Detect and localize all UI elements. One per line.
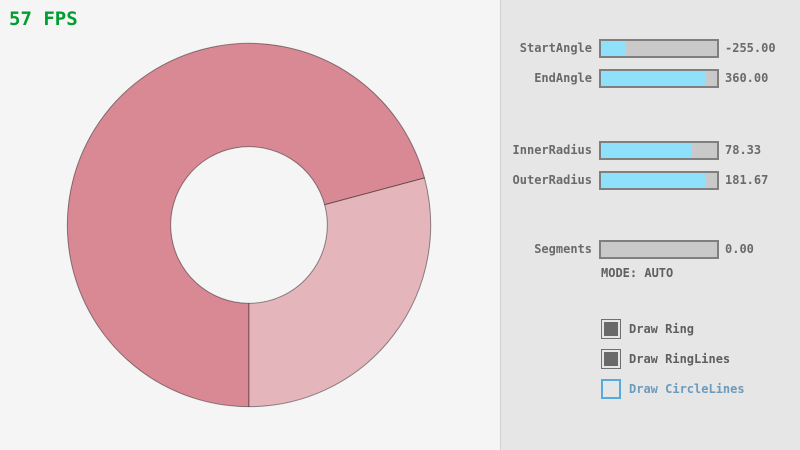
checkbox-row-draw-circlelines: Draw CircleLines: [501, 379, 800, 399]
checkmark: [604, 352, 618, 366]
outer-radius-value: 181.67: [725, 173, 769, 187]
slider-fill: [601, 173, 707, 188]
slider-row-end-angle: EndAngle 360.00: [501, 69, 800, 88]
checkbox-row-draw-ringlines: Draw RingLines: [501, 349, 800, 369]
inner-radius-slider[interactable]: [599, 141, 719, 160]
slider-fill: [601, 41, 627, 56]
segments-value: 0.00: [725, 242, 754, 256]
segments-label: Segments: [534, 242, 592, 256]
slider-row-outer-radius: OuterRadius 181.67: [501, 171, 800, 190]
slider-row-inner-radius: InnerRadius 78.33: [501, 141, 800, 160]
ring-overlap-sector: [66, 42, 426, 408]
draw-ring-label: Draw Ring: [629, 322, 695, 336]
draw-circlelines-label: Draw CircleLines: [629, 382, 745, 396]
slider-fill: [601, 143, 692, 158]
checkbox-row-draw-ring: Draw Ring: [501, 319, 800, 339]
mode-label: MODE: AUTO: [601, 266, 674, 280]
draw-circlelines-checkbox[interactable]: [601, 379, 621, 399]
start-angle-value: -255.00: [725, 41, 776, 55]
control-panel: StartAngle -255.00 EndAngle 360.00 Inner…: [500, 0, 800, 450]
fps-counter: 57 FPS: [9, 8, 78, 30]
start-angle-label: StartAngle: [519, 41, 592, 55]
inner-radius-label: InnerRadius: [512, 143, 592, 157]
outer-radius-label: OuterRadius: [512, 173, 592, 187]
segments-slider[interactable]: [599, 240, 719, 259]
end-angle-label: EndAngle: [534, 71, 592, 85]
end-angle-slider[interactable]: [599, 69, 719, 88]
slider-fill: [601, 71, 706, 86]
draw-ringlines-checkbox[interactable]: [601, 349, 621, 369]
checkmark: [604, 322, 618, 336]
start-angle-slider[interactable]: [599, 39, 719, 58]
inner-radius-value: 78.33: [725, 143, 762, 157]
draw-ringlines-label: Draw RingLines: [629, 352, 731, 366]
slider-row-start-angle: StartAngle -255.00: [501, 39, 800, 58]
outer-radius-slider[interactable]: [599, 171, 719, 190]
draw-ring-checkbox[interactable]: [601, 319, 621, 339]
end-angle-value: 360.00: [725, 71, 769, 85]
slider-row-segments: Segments 0.00: [501, 240, 800, 259]
ring-single-sector: [248, 177, 432, 408]
